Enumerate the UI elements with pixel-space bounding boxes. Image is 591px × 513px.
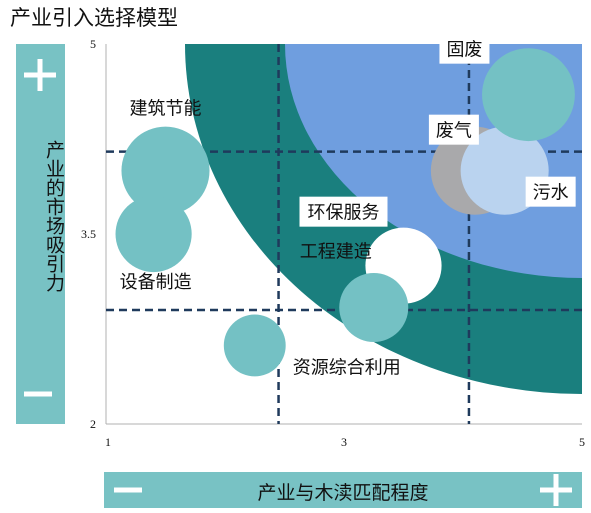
bubble-label-5: 废气 xyxy=(436,121,472,142)
bubble-4 xyxy=(339,272,409,342)
bubble-7 xyxy=(482,48,575,142)
x-axis-bar xyxy=(104,472,582,508)
bubble-label-box-3 xyxy=(299,196,388,227)
plus-icon xyxy=(540,474,572,506)
bubble-label-1: 设备制造 xyxy=(120,272,192,293)
bubble-label-box-7 xyxy=(439,33,490,64)
y-tick-label-1: 3.5 xyxy=(81,227,96,241)
x-tick-label-0: 1 xyxy=(105,435,111,449)
minus-icon xyxy=(114,487,142,493)
x-tick-label-2: 5 xyxy=(579,435,585,449)
y-axis-bar xyxy=(16,44,65,424)
bubble-label-box-5 xyxy=(428,114,479,145)
y-tick-label-0: 2 xyxy=(90,417,96,431)
bubble-1 xyxy=(115,195,192,273)
bubble-label-7: 固废 xyxy=(446,40,482,61)
bubble-label-0: 建筑节能 xyxy=(130,99,202,120)
bubble-label-2: 资源综合利用 xyxy=(293,357,401,378)
bubble-label-4: 工程建造 xyxy=(300,241,372,262)
chart-title: 产业引入选择模型 xyxy=(10,6,178,30)
bubble-0 xyxy=(121,126,210,215)
bubble-label-box-6 xyxy=(525,176,576,207)
minus-icon xyxy=(24,391,52,397)
y-tick-label-2: 5 xyxy=(90,37,96,51)
y-axis-label: 产业的市场吸引力 xyxy=(43,140,65,292)
x-axis-label: 产业与木渎匹配程度 xyxy=(257,482,429,504)
bubble-2 xyxy=(223,314,286,377)
x-tick-label-1: 3 xyxy=(341,435,347,449)
bubble-label-6: 污水 xyxy=(533,183,569,204)
plus-icon xyxy=(24,59,56,91)
bubble-label-3: 环保服务 xyxy=(308,203,380,224)
